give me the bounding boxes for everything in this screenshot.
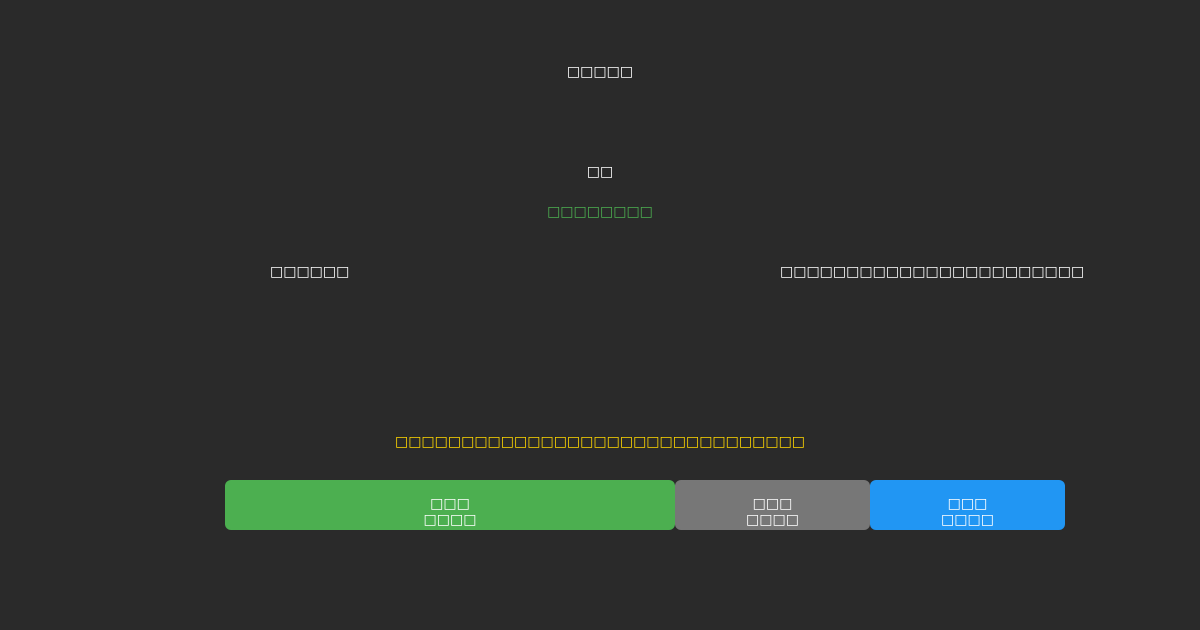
button-line1: □□□ [430,496,470,512]
right-value: □□□□□□□□□□□□□□□□□□□□□□□ [780,264,1085,280]
button-line2: □□□□ [941,512,994,528]
button-line2: □□□□ [423,512,477,528]
status-text: □□□□□□□□ [547,204,653,220]
button-line1: □□□ [752,496,793,512]
left-label: □□□□□□ [270,264,350,280]
button-line1: □□□ [947,496,988,512]
action-button[interactable]: □□□ □□□□ [870,480,1065,530]
primary-button[interactable]: □□□ □□□□ [225,480,675,530]
button-line2: □□□□ [746,512,799,528]
secondary-button[interactable]: □□□ □□□□ [675,480,870,530]
subtitle: □□ [586,164,614,180]
warning-text: □□□□□□□□□□□□□□□□□□□□□□□□□□□□□□□ [394,434,806,450]
page-title: □□□□□ [566,64,634,80]
